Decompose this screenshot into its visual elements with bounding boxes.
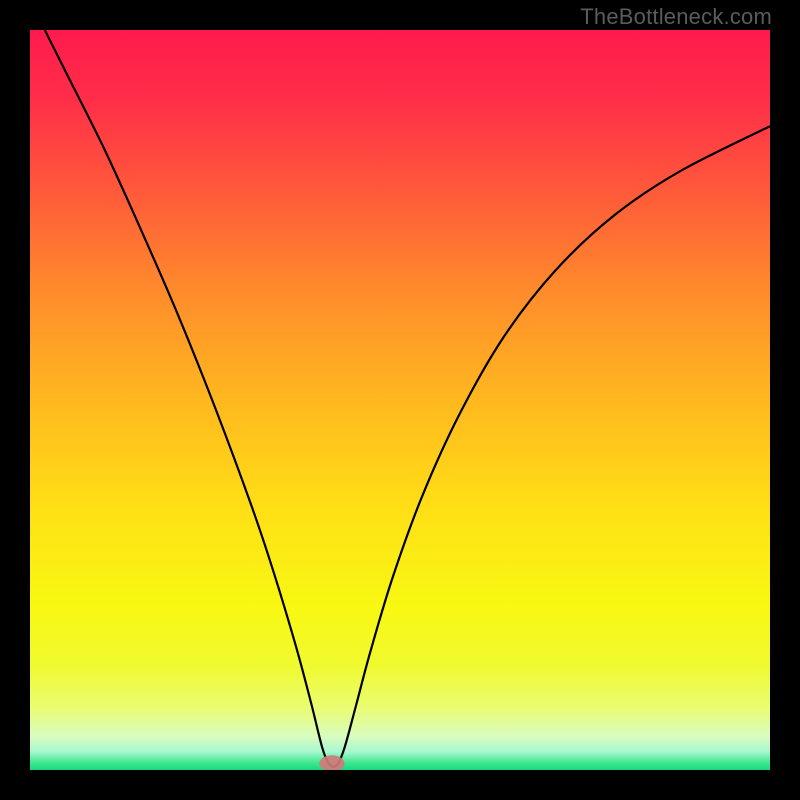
plot-area bbox=[30, 30, 770, 770]
bottleneck-curve bbox=[45, 30, 770, 767]
watermark-label: TheBottleneck.com bbox=[580, 4, 772, 30]
plot-svg bbox=[30, 30, 770, 770]
